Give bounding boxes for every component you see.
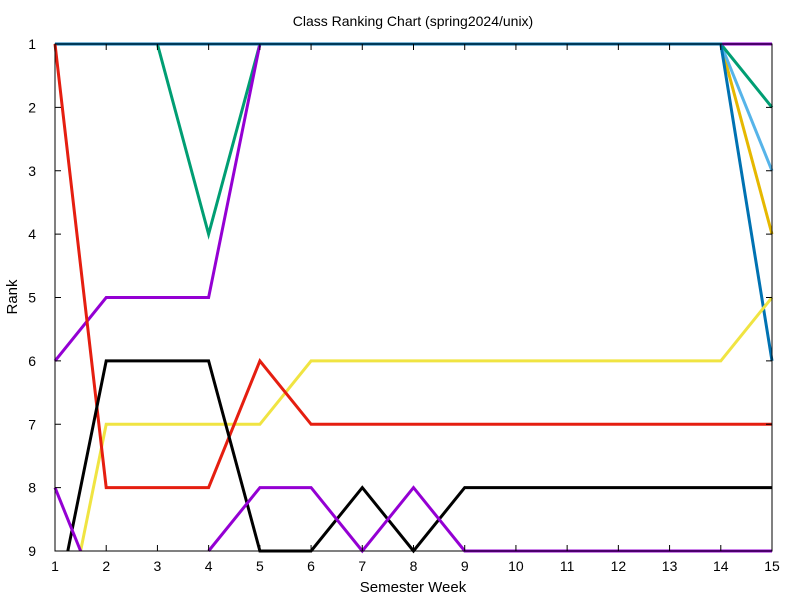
series-line-10 xyxy=(207,485,772,554)
y-tick-label: 1 xyxy=(28,36,36,52)
series-layer xyxy=(53,42,774,554)
series-line-7 xyxy=(53,43,772,490)
y-tick-label: 3 xyxy=(28,163,36,179)
x-tick-label: 14 xyxy=(713,558,729,574)
series-line-1 xyxy=(55,42,774,235)
x-tick-label: 4 xyxy=(205,558,213,574)
y-tick-label: 9 xyxy=(28,543,36,559)
y-tick-label: 8 xyxy=(28,480,36,496)
x-tick-label: 15 xyxy=(764,558,780,574)
x-tick-label: 8 xyxy=(410,558,418,574)
series-line-6 xyxy=(79,296,774,552)
y-axis-label: Rank xyxy=(4,279,21,315)
x-tick-label: 2 xyxy=(102,558,110,574)
x-tick-label: 1 xyxy=(51,558,59,574)
x-tick-label: 13 xyxy=(662,558,678,574)
x-axis-label: Semester Week xyxy=(360,579,467,596)
x-tick-label: 5 xyxy=(256,558,264,574)
series-line-5 xyxy=(55,42,774,362)
x-tick-label: 12 xyxy=(611,558,627,574)
series-line-3 xyxy=(55,42,774,240)
plot-frame xyxy=(54,43,773,552)
series-line-8 xyxy=(66,359,772,554)
x-tick-label: 10 xyxy=(508,558,524,574)
y-tick-label: 6 xyxy=(28,353,36,369)
chart-title: Class Ranking Chart (spring2024/unix) xyxy=(293,13,533,29)
x-tick-label: 3 xyxy=(154,558,162,574)
y-tick-label: 7 xyxy=(28,416,36,432)
y-tick-label: 2 xyxy=(28,99,36,115)
y-tick-label: 5 xyxy=(28,290,36,306)
y-tick-label: 4 xyxy=(28,226,36,242)
series-line-4 xyxy=(53,42,772,362)
x-tick-label: 6 xyxy=(307,558,315,574)
x-tick-label: 7 xyxy=(358,558,366,574)
x-tick-label: 11 xyxy=(560,558,575,574)
series-line-9 xyxy=(53,487,82,552)
x-tick-label: 9 xyxy=(461,558,469,574)
